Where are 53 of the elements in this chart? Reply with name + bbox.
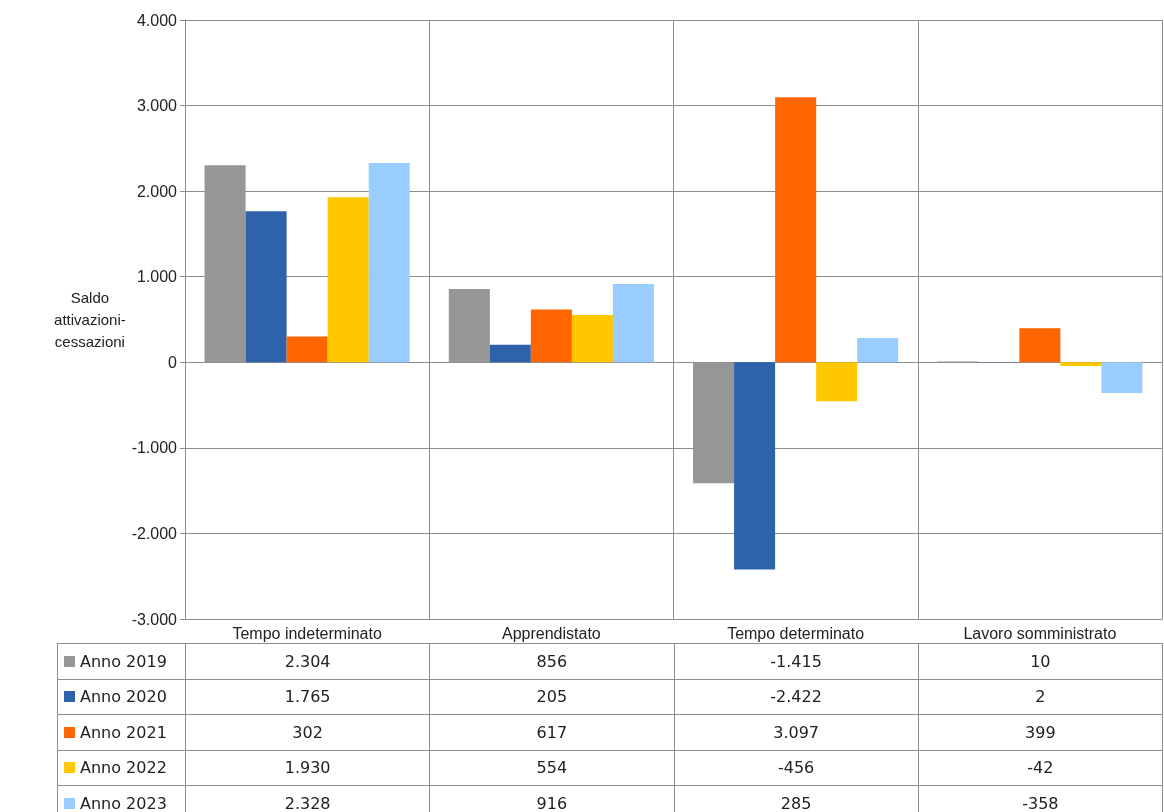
data-label: -2.422 xyxy=(674,679,919,715)
data-label: 1.765 xyxy=(185,679,430,715)
y-tick-label: 3.000 xyxy=(136,97,178,115)
bar xyxy=(327,197,369,363)
bar xyxy=(286,336,328,363)
y-tick-label: 2.000 xyxy=(136,182,178,200)
legend-label: Anno 2023 xyxy=(57,785,186,812)
y-tick-label: 0 xyxy=(168,353,178,371)
bar xyxy=(530,309,572,363)
legend-label: Anno 2021 xyxy=(57,714,186,750)
data-label: 554 xyxy=(429,750,674,786)
bar xyxy=(857,337,899,363)
x-tick-label: Lavoro somministrato xyxy=(963,624,1117,642)
bar xyxy=(775,97,817,363)
data-label: -358 xyxy=(918,785,1163,812)
x-tick-label: Apprendistato xyxy=(502,624,601,642)
bar xyxy=(816,362,858,402)
data-label: 10 xyxy=(918,643,1163,679)
data-label: 205 xyxy=(429,679,674,715)
data-label: 2.328 xyxy=(185,785,430,812)
data-label: 856 xyxy=(429,643,674,679)
y-tick-label: -2.000 xyxy=(131,524,178,542)
y-tick-label: -1.000 xyxy=(131,439,178,457)
data-label: 285 xyxy=(674,785,919,812)
bar xyxy=(571,314,613,363)
bar xyxy=(368,163,410,363)
x-tick-label: Tempo indeterminato xyxy=(232,624,382,642)
legend-label: Anno 2022 xyxy=(57,750,186,786)
x-tick-label: Tempo determinato xyxy=(727,624,865,642)
y-tick-label: -3.000 xyxy=(131,610,178,628)
legend-label: Anno 2019 xyxy=(57,643,186,679)
data-label: 302 xyxy=(185,714,430,750)
bar xyxy=(1060,362,1102,366)
bar xyxy=(245,211,287,363)
data-label: -456 xyxy=(674,750,919,786)
bar xyxy=(734,362,776,570)
bar xyxy=(1019,328,1061,363)
bar xyxy=(612,283,654,363)
data-label: 2.304 xyxy=(185,643,430,679)
y-tick-label: 1.000 xyxy=(136,268,178,286)
data-label: 916 xyxy=(429,785,674,812)
bar xyxy=(489,344,531,363)
y-tick-label: 4.000 xyxy=(136,11,178,29)
data-label: -1.415 xyxy=(674,643,919,679)
legend-label: Anno 2020 xyxy=(57,679,186,715)
y-axis-title: Saldo attivazioni- cessazioni xyxy=(54,289,126,350)
data-label: 3.097 xyxy=(674,714,919,750)
data-label: 399 xyxy=(918,714,1163,750)
data-label: -42 xyxy=(918,750,1163,786)
data-label: 1.930 xyxy=(185,750,430,786)
data-label: 2 xyxy=(918,679,1163,715)
data-label: 617 xyxy=(429,714,674,750)
bar xyxy=(1101,362,1143,393)
